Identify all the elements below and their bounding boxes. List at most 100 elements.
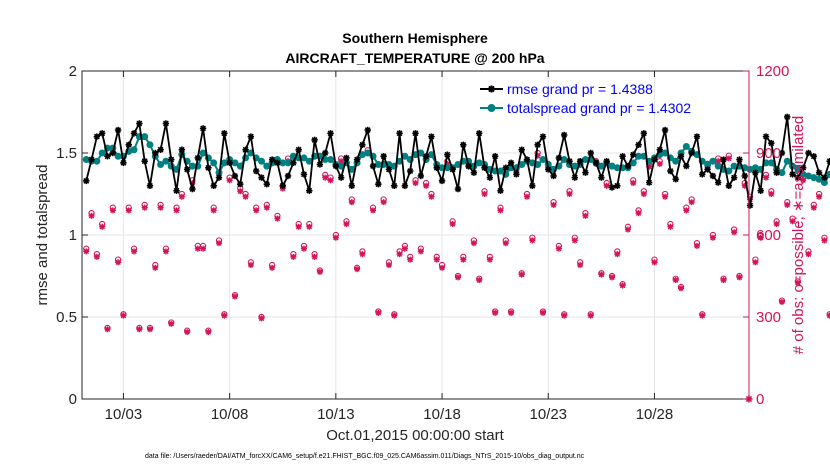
obs-assimilated-point (768, 191, 775, 197)
rmse-point (295, 146, 302, 153)
obs-assimilated-point (566, 191, 573, 197)
rmse-point (470, 169, 478, 176)
obs-assimilated-point (115, 259, 122, 266)
rmse-point (704, 166, 711, 173)
obs-assimilated-point (136, 326, 143, 333)
y-axis-left-ticks: 0 0.5 1 1.5 2 (56, 63, 88, 408)
obs-assimilated-point (688, 199, 695, 206)
rmse-point (417, 172, 425, 180)
rmse-point (401, 182, 409, 190)
rmse-point (290, 159, 297, 167)
obs-assimilated-point (529, 237, 536, 244)
rmse-point (348, 182, 355, 190)
rmse-point (799, 164, 807, 171)
rmse-point (465, 162, 472, 170)
rmse-point (306, 187, 313, 194)
rmse-point (741, 172, 748, 180)
rmse-point (651, 156, 658, 163)
obs-assimilated-point (577, 262, 584, 269)
rmse-point (380, 153, 387, 160)
rmse-point (422, 153, 430, 160)
obs-assimilated-point (316, 268, 323, 275)
obs-assimilated-point (104, 326, 111, 333)
obs-assimilated-point (784, 201, 791, 208)
y-axis-left-label: rmse and totalspread (34, 165, 51, 306)
obs-assimilated-point (343, 221, 350, 228)
obs-assimilated-point (327, 177, 334, 184)
obs-assimilated-point (168, 320, 175, 327)
totalspread-point (162, 157, 170, 165)
obs-assimilated-point (322, 174, 329, 181)
rmse-point (300, 171, 308, 178)
totalspread-point (539, 156, 547, 164)
rmse-point (406, 167, 414, 175)
totalspread-point (157, 160, 165, 168)
obs-assimilated-point (524, 193, 531, 200)
rmse-point (746, 202, 754, 209)
obs-assimilated-point (598, 271, 605, 278)
obs-assimilated-point (247, 262, 254, 269)
rmse-point (624, 162, 632, 170)
obs-assimilated-point (561, 312, 568, 319)
totalspread-point (672, 157, 680, 165)
rmse-point (576, 157, 584, 165)
obs-assimilated-point (640, 191, 647, 197)
rmse-point (205, 164, 212, 171)
rmse-point (385, 166, 393, 173)
rmse-point (630, 151, 637, 158)
obs-assimilated-point (656, 160, 663, 167)
obs-assimilated-point (407, 256, 414, 263)
y-left-tick-label: 1.5 (56, 145, 77, 162)
rmse-point (460, 141, 467, 149)
totalspread-point (98, 149, 106, 157)
obs-assimilated-point (805, 251, 812, 258)
x-tick-label: 10/18 (423, 406, 461, 423)
obs-assimilated-point (502, 240, 509, 247)
x-tick-label: 10/23 (529, 406, 567, 423)
y-left-tick-label: 0.5 (56, 309, 77, 326)
rmse-point (794, 174, 802, 181)
rmse-point (757, 187, 764, 194)
rmse-point (353, 156, 361, 163)
obs-assimilated-point (269, 264, 276, 271)
obs-assimilated-point (773, 221, 780, 228)
rmse-point (130, 130, 138, 137)
x-tick-label: 10/13 (317, 406, 355, 423)
totalspread-point (778, 169, 786, 177)
y-right-tick-label: 900 (756, 145, 781, 162)
rmse-point (316, 161, 324, 168)
rmse-point (539, 133, 547, 140)
rmse-point (226, 159, 233, 167)
y-left-tick-label: 2 (69, 63, 77, 80)
rmse-point (491, 153, 499, 160)
rmse-point (566, 157, 573, 165)
obs-assimilated-point (385, 262, 392, 269)
obs-assimilated-point (274, 215, 281, 222)
rmse-point (571, 174, 579, 181)
rmse-point (603, 157, 610, 165)
rmse-point (247, 133, 255, 140)
rmse-point (141, 157, 148, 165)
obs-assimilated-point (184, 329, 191, 336)
obs-assimilated-point (699, 312, 706, 319)
obs-assimilated-point (571, 237, 578, 244)
legend-spread-marker (487, 104, 496, 112)
obs-assimilated-point (470, 240, 477, 247)
rmse-point (656, 146, 663, 153)
obs-assimilated-point (311, 253, 318, 260)
totalspread-point (709, 157, 717, 165)
obs-assimilated-point (205, 329, 212, 336)
obs-assimilated-point (428, 193, 435, 200)
totalspread-point (257, 157, 265, 165)
obs-assimilated-point (550, 201, 557, 208)
legend: rmse grand pr = 1.4388 totalspread grand… (480, 81, 691, 116)
rmse-point (88, 156, 95, 163)
obs-assimilated-point (210, 207, 217, 214)
rmse-point (444, 151, 451, 158)
rmse-series (83, 113, 830, 209)
y-left-tick-label: 0 (69, 391, 77, 408)
totalspread-point (93, 157, 101, 165)
rmse-point (125, 141, 132, 149)
obs-assimilated-point (619, 282, 626, 289)
obs-assimilated-point (152, 264, 159, 271)
